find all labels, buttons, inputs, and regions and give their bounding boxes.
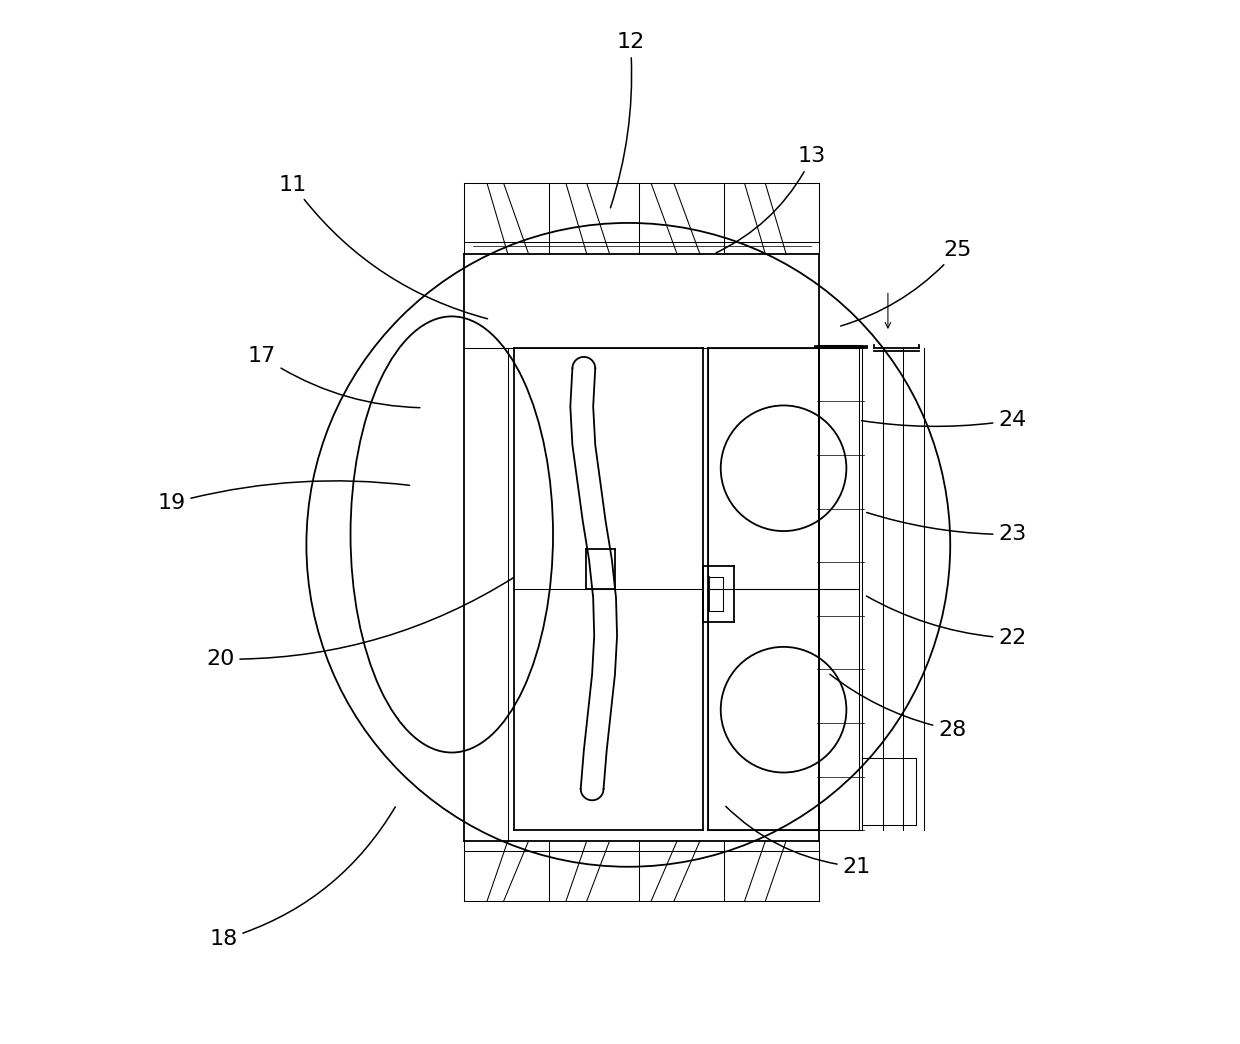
Text: 20: 20 [206, 577, 513, 669]
Text: 23: 23 [867, 513, 1027, 545]
Text: 11: 11 [279, 174, 487, 318]
Text: 28: 28 [830, 674, 966, 740]
Text: 21: 21 [725, 806, 870, 877]
Text: 12: 12 [610, 32, 645, 208]
Text: 17: 17 [248, 346, 420, 408]
Text: 24: 24 [862, 410, 1027, 430]
Text: 25: 25 [841, 240, 972, 326]
Text: 18: 18 [210, 807, 396, 949]
Text: 22: 22 [867, 596, 1027, 648]
Text: 19: 19 [157, 481, 409, 514]
Text: 13: 13 [715, 146, 826, 253]
